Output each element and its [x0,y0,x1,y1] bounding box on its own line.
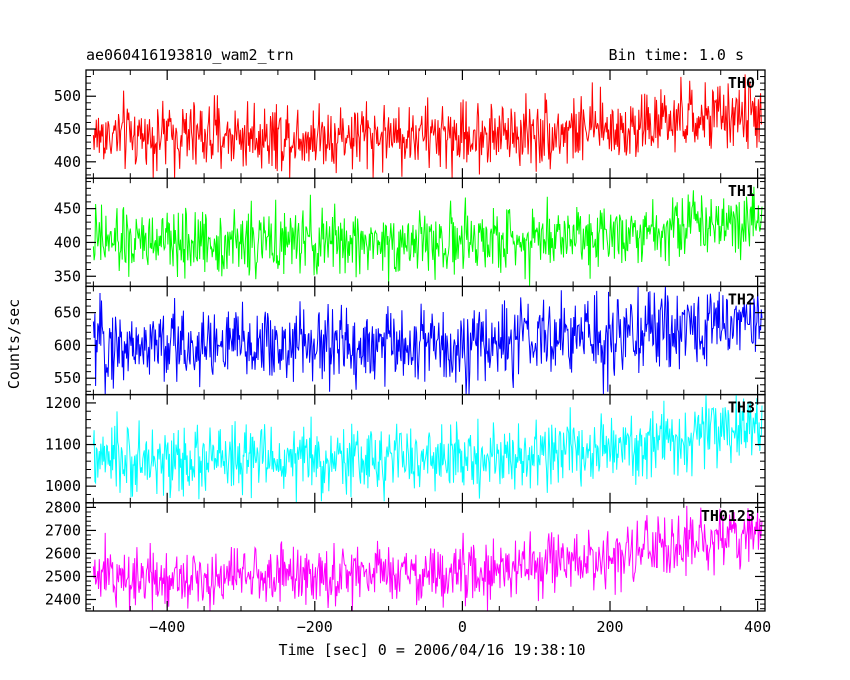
y-tick-label-th0-400: 400 [54,153,81,171]
y-tick-label-th1-450: 450 [54,200,81,218]
y-axis-title: Counts/sec [5,299,23,389]
panel-label-th1: TH1 [728,182,755,200]
x-tick-label-4: 400 [744,618,771,636]
y-tick-label-th2-550: 550 [54,369,81,387]
y-tick-label-th0123-2800: 2800 [45,498,81,516]
x-tick-label-1: −200 [297,618,333,636]
y-tick-label-th0-450: 450 [54,120,81,138]
series-line-th3 [92,394,763,503]
y-tick-label-th2-650: 650 [54,304,81,322]
file-name-label: ae060416193810_wam2_trn [86,46,294,64]
x-axis-title: Time [sec] 0 = 2006/04/16 19:38:10 [278,641,585,659]
panel-label-th0123: TH0123 [701,507,755,525]
y-tick-label-th0123-2700: 2700 [45,521,81,539]
y-tick-label-th1-350: 350 [54,267,81,285]
series-line-th0 [92,74,763,179]
panel-label-th2: TH2 [728,290,755,308]
x-tick-label-2: 0 [458,618,467,636]
panels-group: 400 450 500 TH0 350 400 450 TH1 550 600 650 TH2 1000… [45,69,771,636]
series-line-th1 [92,186,763,286]
bin-time-label: Bin time: 1.0 s [609,46,744,64]
x-tick-label-3: 200 [596,618,623,636]
y-tick-label-th0-500: 500 [54,87,81,105]
series-line-th2 [92,286,763,395]
y-tick-label-th0123-2400: 2400 [45,590,81,608]
y-tick-label-th3-1000: 1000 [45,477,81,495]
panel-label-th0: TH0 [728,74,755,92]
y-tick-label-th3-1100: 1100 [45,436,81,454]
x-tick-label-0: −400 [149,618,185,636]
panel-label-th3: TH3 [728,399,755,417]
y-tick-label-th0123-2500: 2500 [45,567,81,585]
y-tick-label-th1-400: 400 [54,233,81,251]
series-line-th0123 [92,505,763,612]
y-tick-label-th3-1200: 1200 [45,394,81,412]
y-tick-label-th2-600: 600 [54,336,81,354]
y-tick-label-th0123-2600: 2600 [45,544,81,562]
